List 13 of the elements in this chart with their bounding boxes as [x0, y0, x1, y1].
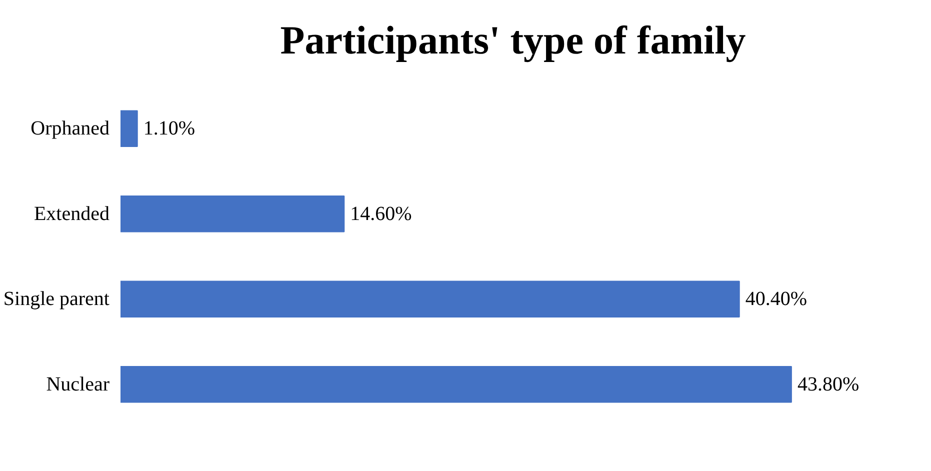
y-tick-label: Orphaned	[30, 118, 110, 140]
bar	[120, 366, 792, 403]
bar	[120, 110, 138, 148]
bar	[120, 280, 740, 318]
data-label: 40.40%	[745, 288, 808, 310]
y-tick-label: Single parent	[3, 288, 110, 310]
y-tick-label: Nuclear	[46, 373, 110, 396]
data-label: 1.10%	[143, 118, 196, 140]
data-label: 14.60%	[350, 202, 412, 225]
bar	[120, 195, 345, 232]
data-label: 43.80%	[797, 373, 860, 396]
y-tick-label: Extended	[34, 202, 110, 225]
chart-title: Participants' type of family	[280, 18, 746, 62]
